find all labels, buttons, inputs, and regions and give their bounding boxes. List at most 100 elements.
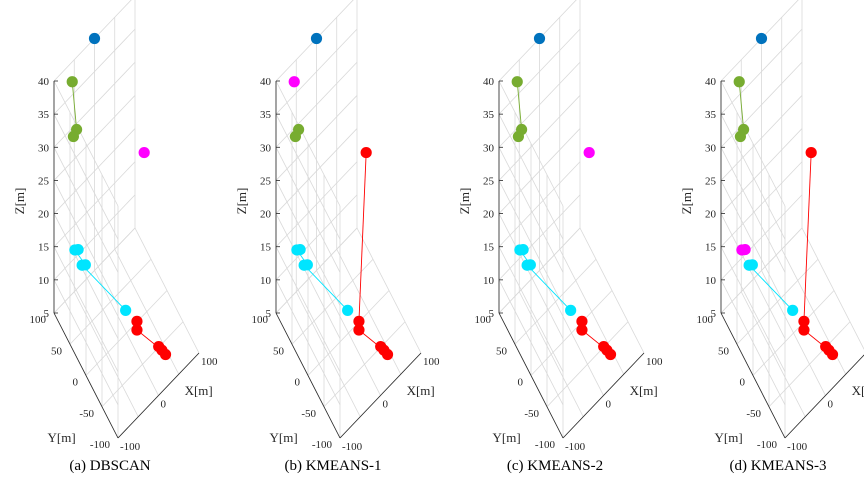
x-axis-line bbox=[784, 354, 864, 439]
y-axis-label: Y[m] bbox=[493, 430, 521, 445]
caption-b: (b) KMEANS-1 bbox=[284, 458, 381, 474]
x-tick-label: 100 bbox=[201, 356, 218, 368]
z-tick-label: 25 bbox=[260, 175, 272, 187]
data-point bbox=[583, 146, 595, 159]
y-tick-label: 50 bbox=[496, 345, 508, 357]
y-tick-label: -100 bbox=[312, 439, 333, 451]
data-point bbox=[743, 259, 755, 271]
panel-kmeans-3: 510152025303540-100-50050100-1000100Z[m]… bbox=[679, 0, 864, 453]
series-link bbox=[358, 152, 367, 322]
y-tick-label: 100 bbox=[697, 314, 714, 326]
y-tick-label: -50 bbox=[524, 408, 539, 420]
z-tick-label: 25 bbox=[38, 175, 50, 187]
z-tick-label: 30 bbox=[260, 142, 272, 154]
grid-line-x-floor bbox=[761, 270, 826, 396]
z-tick-label: 15 bbox=[38, 242, 50, 254]
data-point bbox=[310, 32, 323, 45]
z-tick-label: 20 bbox=[38, 209, 50, 221]
y-axis-line bbox=[498, 312, 564, 439]
caption-c: (c) KMEANS-2 bbox=[507, 458, 603, 474]
grid-line-x-floor bbox=[356, 227, 422, 354]
z-axis-label: Z[m] bbox=[234, 188, 249, 215]
series-link bbox=[748, 264, 793, 311]
z-tick-label: 40 bbox=[260, 76, 272, 88]
z-axis-label: Z[m] bbox=[679, 188, 694, 215]
x-axis-line bbox=[339, 352, 422, 439]
x-tick-label: 100 bbox=[646, 356, 663, 368]
x-tick-label: 0 bbox=[161, 399, 167, 411]
z-tick-label: 40 bbox=[38, 76, 50, 88]
grid-line-x-floor bbox=[740, 291, 806, 417]
z-tick-label: 30 bbox=[705, 142, 717, 154]
series-link bbox=[516, 81, 523, 130]
data-point bbox=[138, 146, 150, 159]
data-point bbox=[360, 146, 372, 159]
grid-line-x-floor bbox=[518, 291, 584, 417]
z-tick-label: 15 bbox=[260, 242, 272, 254]
grid-line-x-floor bbox=[801, 227, 864, 350]
data-point bbox=[66, 76, 78, 88]
y-axis-label: Y[m] bbox=[48, 430, 76, 445]
z-axis-label: Z[m] bbox=[457, 188, 472, 215]
series-link bbox=[526, 264, 571, 311]
data-point bbox=[120, 304, 132, 316]
x-axis-label: X[m] bbox=[407, 383, 435, 398]
data-point bbox=[576, 324, 588, 336]
caption-d: (d) KMEANS-3 bbox=[729, 458, 826, 474]
y-tick-label: 0 bbox=[740, 377, 746, 389]
y-tick-label: 50 bbox=[273, 345, 285, 357]
data-point bbox=[738, 123, 750, 136]
z-tick-label: 10 bbox=[38, 275, 50, 287]
x-tick-label: 0 bbox=[383, 399, 389, 411]
data-point bbox=[820, 340, 832, 353]
y-tick-label: 0 bbox=[73, 377, 79, 389]
x-axis-line bbox=[562, 352, 645, 439]
series-link bbox=[81, 264, 126, 311]
data-point bbox=[787, 304, 799, 316]
data-point bbox=[71, 123, 83, 136]
grid-line-x-floor bbox=[134, 227, 200, 354]
y-tick-label: 0 bbox=[295, 377, 301, 389]
data-point bbox=[153, 340, 165, 353]
data-point bbox=[353, 324, 365, 336]
data-point bbox=[733, 76, 745, 88]
z-tick-label: 20 bbox=[483, 209, 495, 221]
data-point bbox=[736, 244, 748, 256]
z-tick-label: 10 bbox=[483, 275, 495, 287]
data-point bbox=[511, 76, 523, 88]
data-point bbox=[293, 123, 305, 136]
y-tick-label: 50 bbox=[51, 345, 63, 357]
z-tick-label: 20 bbox=[260, 209, 272, 221]
z-tick-label: 25 bbox=[705, 175, 717, 187]
z-tick-label: 5 bbox=[44, 308, 50, 320]
x-tick-label: -100 bbox=[120, 441, 141, 453]
data-point bbox=[514, 244, 526, 256]
data-point bbox=[798, 315, 810, 327]
data-point bbox=[291, 244, 303, 256]
x-tick-label: 0 bbox=[828, 399, 834, 411]
data-point bbox=[69, 244, 81, 256]
x-axis-label: X[m] bbox=[185, 383, 213, 398]
z-tick-label: 35 bbox=[260, 109, 272, 121]
y-tick-label: 0 bbox=[518, 377, 524, 389]
grid-line-x-floor bbox=[539, 270, 604, 396]
x-tick-label: 100 bbox=[423, 356, 440, 368]
z-tick-label: 5 bbox=[266, 308, 272, 320]
z-tick-label: 30 bbox=[38, 142, 50, 154]
data-point bbox=[76, 259, 88, 271]
grid-line-x-floor bbox=[316, 270, 381, 396]
series-link bbox=[803, 152, 812, 322]
data-point bbox=[598, 340, 610, 353]
z-tick-label: 10 bbox=[705, 275, 717, 287]
y-axis-label: Y[m] bbox=[715, 430, 743, 445]
y-tick-label: -50 bbox=[301, 408, 316, 420]
data-point bbox=[565, 304, 577, 316]
data-point bbox=[375, 340, 387, 353]
panel-kmeans-1: 5 10 15 20 25 30 35 40 -100 -50 0 50 100 -100 0 100 Z[m]… bbox=[234, 0, 440, 453]
x-tick-label: -100 bbox=[342, 441, 363, 453]
z-tick-label: 10 bbox=[260, 275, 272, 287]
data-point bbox=[516, 123, 528, 136]
series-link bbox=[303, 264, 348, 311]
y-axis-label: Y[m] bbox=[270, 430, 298, 445]
